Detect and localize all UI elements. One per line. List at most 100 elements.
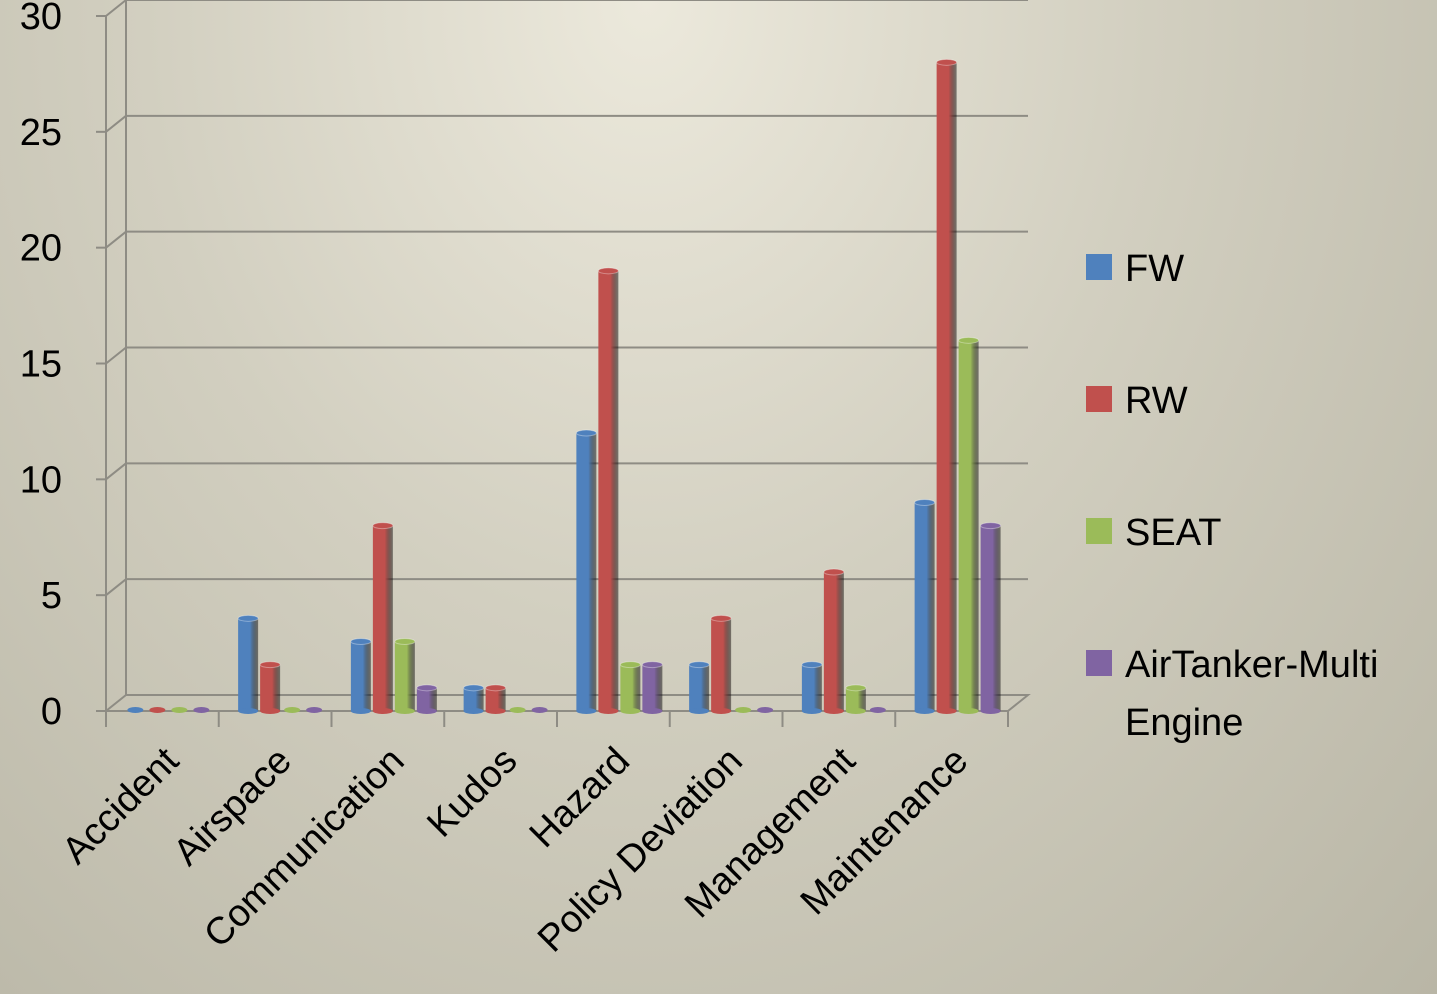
legend-swatch xyxy=(1086,650,1112,676)
bar-FW-Policy Deviation xyxy=(689,664,710,711)
bar-RW-Maintenance xyxy=(936,62,957,712)
bars xyxy=(127,58,1002,714)
gridlines xyxy=(105,0,1028,596)
bar-base xyxy=(642,708,663,714)
legend-label: RW xyxy=(1125,380,1188,422)
bar-FW-Accident xyxy=(127,707,144,713)
bar-base xyxy=(980,708,1001,714)
bar-top xyxy=(980,522,1002,530)
bar-RW-Management xyxy=(823,572,844,711)
x-tick-label: Kudos xyxy=(419,740,525,846)
legend-swatch xyxy=(1086,386,1112,412)
bar-FW-Communication xyxy=(350,641,371,711)
bar-top xyxy=(416,684,438,692)
bar-AirTanker-Multi,Engine-Maintenance xyxy=(980,525,1001,711)
bar-top xyxy=(641,661,663,669)
bar-base xyxy=(394,708,415,714)
bar-FW-Airspace xyxy=(238,618,259,711)
bar-base xyxy=(958,708,979,714)
y-tick-label: 5 xyxy=(41,575,62,617)
bar-top xyxy=(372,522,394,530)
bar-top xyxy=(845,684,867,692)
gridline-side xyxy=(105,115,127,133)
gridline-side xyxy=(105,346,127,365)
y-tick-label: 20 xyxy=(20,228,62,270)
bar-base xyxy=(620,708,641,714)
legend-label: FW xyxy=(1125,248,1184,290)
legend-label: SEAT xyxy=(1125,512,1221,554)
bar-SEAT-Kudos xyxy=(509,707,526,713)
bar-SEAT-Hazard xyxy=(620,664,641,711)
bar-base xyxy=(914,708,935,714)
bar-base xyxy=(845,708,866,714)
bar-base xyxy=(598,708,619,714)
bar-RW-Policy Deviation xyxy=(711,618,732,711)
bar-FW-Maintenance xyxy=(914,502,935,711)
bar-AirTanker-Multi,Engine-Management xyxy=(869,707,886,713)
bar-base xyxy=(463,708,484,714)
bar-top xyxy=(575,429,597,437)
legend-swatch xyxy=(1086,254,1112,280)
y-tick-labels: 0 5 10 15 20 25 30 xyxy=(20,0,62,733)
x-tick-label: Accident xyxy=(54,739,187,872)
y-tick-label: 15 xyxy=(20,344,62,386)
gridline-side xyxy=(105,578,127,596)
bar-SEAT-Maintenance xyxy=(958,340,979,711)
legend-label: AirTanker-Multi xyxy=(1125,644,1378,686)
bar-base xyxy=(260,708,281,714)
bar-top xyxy=(463,684,485,692)
bar-AirTanker-Multi,Engine-Policy Deviation xyxy=(757,707,774,713)
bar-base xyxy=(238,708,259,714)
bar-top xyxy=(350,638,372,645)
bar-base xyxy=(485,708,506,714)
y-tick-label: 30 xyxy=(20,0,62,38)
bar-top xyxy=(936,58,958,66)
x-tick-label: Hazard xyxy=(522,740,638,856)
bar-base xyxy=(711,708,732,714)
legend: FW RW SEAT AirTanker-Multi Engine xyxy=(1086,248,1378,744)
gridline-side xyxy=(105,230,127,249)
bar-SEAT-Airspace xyxy=(284,707,301,713)
bar-SEAT-Management xyxy=(845,687,866,711)
bar-RW-Kudos xyxy=(485,687,506,711)
bar-RW-Hazard xyxy=(598,270,619,711)
bar-base xyxy=(823,708,844,714)
axes xyxy=(96,0,1031,727)
bar-top xyxy=(823,568,845,576)
bar-AirTanker-Multi,Engine-Communication xyxy=(416,687,437,711)
bar-top xyxy=(914,499,936,506)
bar-RW-Accident xyxy=(149,707,166,713)
bar-FW-Kudos xyxy=(463,687,484,711)
bar-base xyxy=(416,708,437,714)
x-tick-label: Communication xyxy=(196,740,412,956)
bar-base xyxy=(372,708,393,714)
bar-top xyxy=(958,336,980,344)
bar-base xyxy=(689,708,710,714)
legend-swatch xyxy=(1086,518,1112,544)
bar-top xyxy=(597,267,619,275)
bar-base xyxy=(350,708,371,714)
bar-top xyxy=(688,661,710,669)
bar-SEAT-Accident xyxy=(171,707,188,713)
bar-SEAT-Policy Deviation xyxy=(735,707,752,713)
x-tick-label: Policy Deviation xyxy=(530,740,751,961)
bar-AirTanker-Multi,Engine-Hazard xyxy=(642,664,663,711)
bar-top xyxy=(619,661,641,669)
bar-base xyxy=(801,708,822,714)
bar-SEAT-Communication xyxy=(394,641,415,711)
bar-top xyxy=(801,661,823,669)
y-tick-label: 0 xyxy=(41,691,62,733)
bar-RW-Communication xyxy=(372,525,393,711)
bar-base xyxy=(936,708,957,714)
bar-RW-Airspace xyxy=(260,664,281,711)
bar-AirTanker-Multi,Engine-Airspace xyxy=(306,707,323,713)
bar-AirTanker-Multi,Engine-Kudos xyxy=(531,707,548,713)
gridline-side xyxy=(105,0,127,17)
bar-top xyxy=(710,614,732,622)
bar-top xyxy=(394,638,416,645)
bar-top xyxy=(485,684,507,692)
gridline-side xyxy=(105,462,127,481)
bar-top xyxy=(237,614,259,622)
bar-FW-Management xyxy=(801,664,822,711)
